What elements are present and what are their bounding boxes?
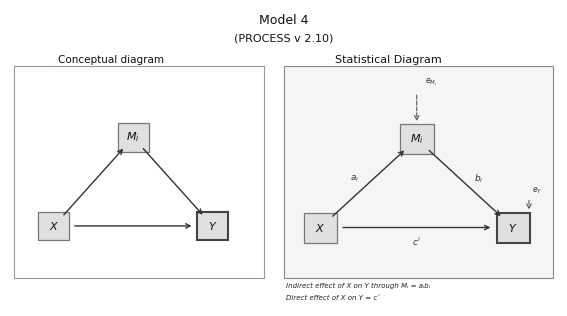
- Text: Indirect effect of X on Y through Mᵢ = aᵢbᵢ: Indirect effect of X on Y through Mᵢ = a…: [286, 283, 430, 289]
- Text: Statistical Diagram: Statistical Diagram: [335, 55, 442, 65]
- FancyBboxPatch shape: [304, 212, 337, 243]
- Text: $b_i$: $b_i$: [475, 172, 484, 185]
- Bar: [284, 66, 553, 278]
- Text: $e_Y$: $e_Y$: [532, 185, 542, 196]
- Text: $Y$: $Y$: [208, 220, 217, 232]
- Text: $M_i$: $M_i$: [410, 132, 424, 146]
- Text: $M_i$: $M_i$: [126, 131, 140, 144]
- FancyBboxPatch shape: [39, 212, 69, 240]
- Text: $a_i$: $a_i$: [350, 173, 359, 184]
- Text: Direct effect of X on Y = cʹ: Direct effect of X on Y = cʹ: [286, 295, 379, 301]
- FancyBboxPatch shape: [197, 212, 228, 240]
- FancyBboxPatch shape: [400, 124, 434, 154]
- FancyBboxPatch shape: [497, 212, 530, 243]
- FancyBboxPatch shape: [117, 123, 149, 152]
- Text: (PROCESS v 2.10): (PROCESS v 2.10): [234, 33, 333, 43]
- Text: $Y$: $Y$: [509, 222, 518, 234]
- Text: $X$: $X$: [49, 220, 59, 232]
- Text: $c'$: $c'$: [412, 236, 421, 247]
- Text: Model 4: Model 4: [259, 14, 308, 27]
- Text: Conceptual diagram: Conceptual diagram: [58, 55, 163, 65]
- Text: $e_{M_i}$: $e_{M_i}$: [425, 76, 438, 88]
- Text: $X$: $X$: [315, 222, 325, 234]
